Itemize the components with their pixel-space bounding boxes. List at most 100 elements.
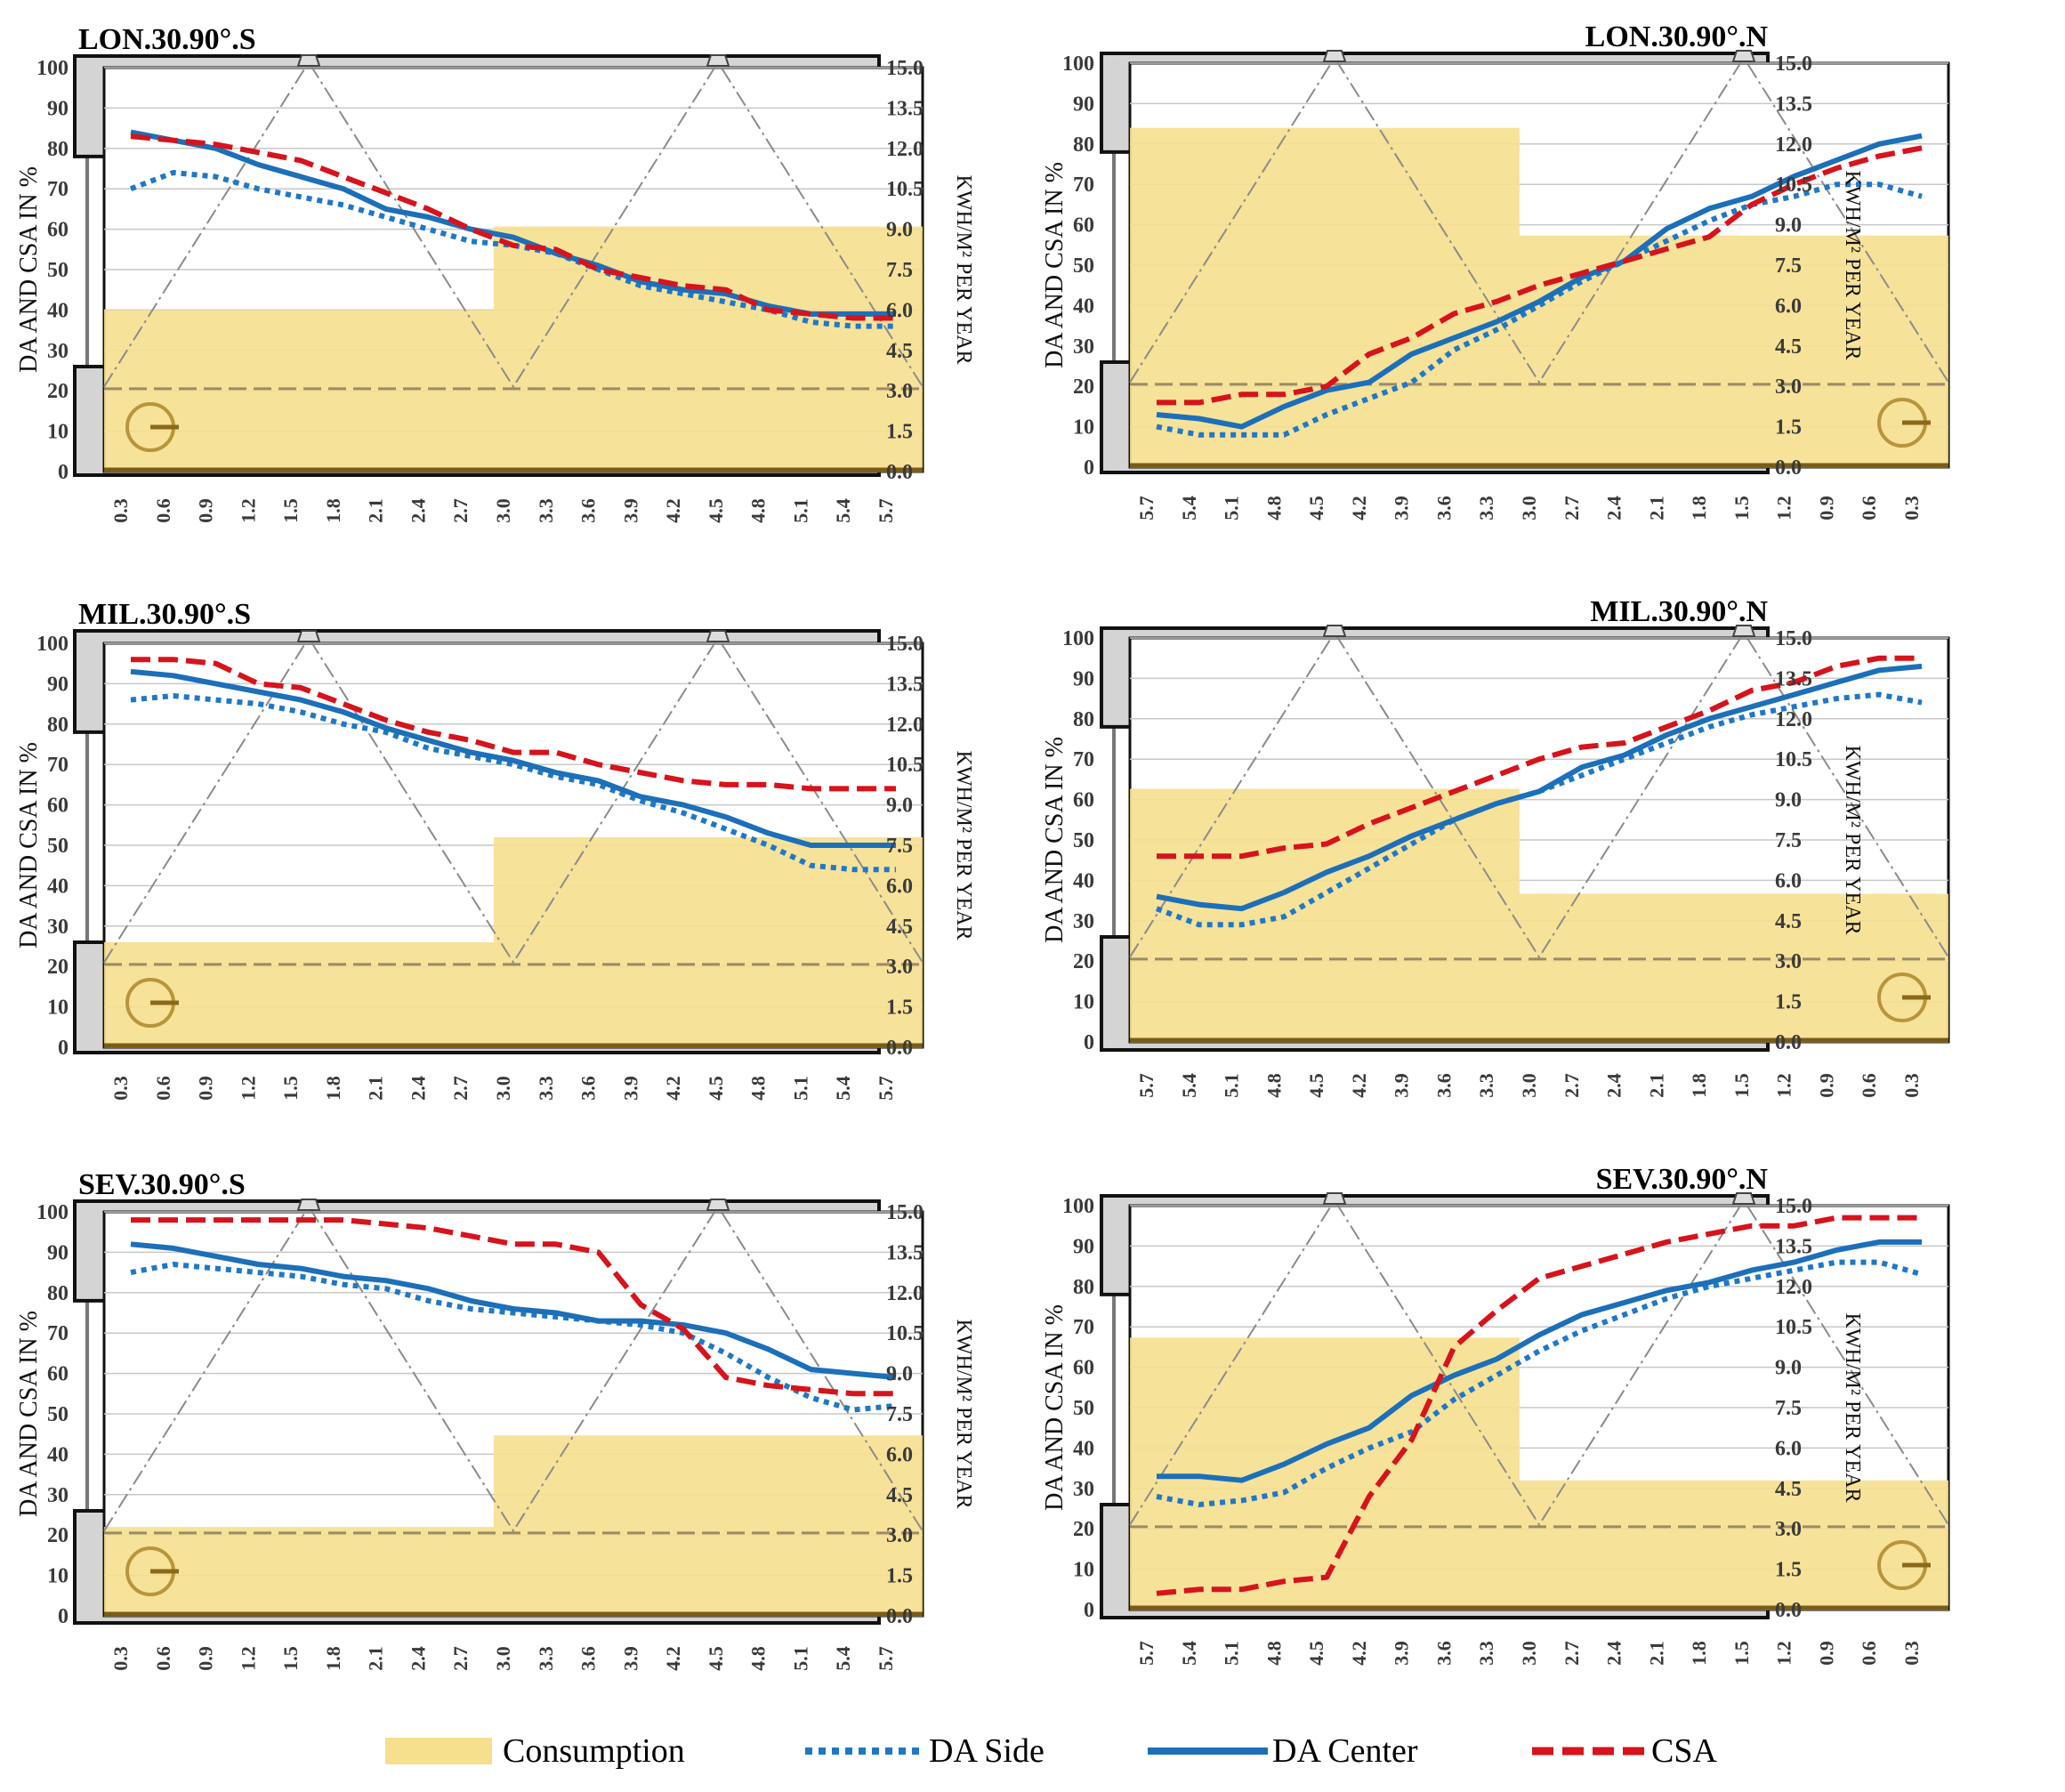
skylight-section-line xyxy=(103,61,924,389)
y2-tick-label: 4.5 xyxy=(1775,910,1802,933)
chart-title: LON.30.90°.S xyxy=(78,23,256,56)
x-tick-label: 3.9 xyxy=(619,1076,641,1101)
y2-tick-label: 13.5 xyxy=(1775,667,1812,690)
consumption-bar xyxy=(1130,788,1520,1042)
y2-tick-label: 15.0 xyxy=(886,57,924,80)
x-tick-label: 5.1 xyxy=(1221,1073,1243,1098)
x-tick-label: 3.6 xyxy=(577,498,600,523)
x-tick-label: 4.2 xyxy=(1348,1641,1370,1666)
x-tick-label: 4.2 xyxy=(1348,496,1370,521)
y2-tick-label: 3.0 xyxy=(1775,375,1802,399)
y2-axis-title: KWH/M² PER YEAR xyxy=(952,175,975,365)
consumption-bar xyxy=(104,941,494,1047)
y-tick-label: 90 xyxy=(1073,1235,1094,1258)
x-tick-label: 3.9 xyxy=(1391,496,1413,521)
x-tick-label: 2.1 xyxy=(365,1646,387,1671)
series-line-da-center xyxy=(1157,1239,1922,1483)
x-tick-label: 4.5 xyxy=(705,1646,727,1671)
y-tick-label: 90 xyxy=(47,1241,69,1264)
y-axis-title: DA AND CSA IN % xyxy=(15,166,43,373)
x-tick-label: 1.2 xyxy=(1773,1641,1795,1666)
y2-tick-label: 4.5 xyxy=(886,916,913,939)
x-tick-label: 0.6 xyxy=(1858,1073,1880,1098)
y2-tick-label: 10.5 xyxy=(886,1322,924,1345)
y2-tick-label: 7.5 xyxy=(1775,254,1802,278)
x-tick-label: 0.3 xyxy=(1900,496,1923,521)
y2-tick-label: 15.0 xyxy=(1775,1195,1812,1218)
y2-tick-label: 1.5 xyxy=(886,421,913,444)
x-tick-label: 5.4 xyxy=(1178,496,1200,521)
y-tick-label: 20 xyxy=(1073,1518,1094,1541)
charts-root: 01020304050607080901000.01.53.04.56.07.5… xyxy=(15,20,1950,1671)
y-tick-label: 80 xyxy=(47,714,69,737)
y2-tick-label: 9.0 xyxy=(886,795,913,818)
series-line-da-center xyxy=(130,1241,897,1381)
y-tick-label: 80 xyxy=(47,1282,69,1305)
x-tick-label: 1.5 xyxy=(279,1076,302,1101)
series-line-da-side xyxy=(1156,182,1923,438)
x-tick-label: 0.9 xyxy=(1815,1073,1837,1098)
y-axis-title: DA AND CSA IN % xyxy=(1041,737,1069,943)
y-tick-label: 20 xyxy=(1073,950,1094,973)
skylight-section-line xyxy=(103,636,924,965)
skylight-icon xyxy=(1322,50,1347,62)
x-tick-label: 1.8 xyxy=(1688,1073,1710,1098)
y-tick-label: 100 xyxy=(36,633,69,656)
y-tick-label: 90 xyxy=(47,97,69,120)
x-tick-label: 2.4 xyxy=(407,1076,429,1101)
x-tick-label: 4.8 xyxy=(1262,1073,1285,1098)
y-tick-label: 70 xyxy=(1073,748,1094,771)
y-tick-label: 60 xyxy=(1073,1357,1094,1380)
legend-da-center-label: DA Center xyxy=(1272,1732,1418,1770)
legend-da-side-label: DA Side xyxy=(929,1732,1045,1770)
y-tick-label: 90 xyxy=(47,673,69,696)
y2-tick-label: 10.5 xyxy=(1775,748,1812,771)
x-tick-label: 3.6 xyxy=(1432,1641,1455,1666)
chart-title: MIL.30.90°.S xyxy=(78,598,251,631)
y-tick-label: 80 xyxy=(1073,133,1094,157)
y-tick-label: 30 xyxy=(1073,910,1094,933)
x-tick-label: 4.8 xyxy=(747,1076,770,1101)
y-axis-title: DA AND CSA IN % xyxy=(1041,162,1069,368)
x-tick-label: 4.8 xyxy=(747,498,770,523)
y-tick-label: 20 xyxy=(1073,375,1094,399)
y2-tick-label: 3.0 xyxy=(1775,950,1802,973)
x-tick-label: 1.5 xyxy=(1730,1641,1753,1666)
y2-tick-label: 7.5 xyxy=(1775,1397,1802,1420)
y-tick-label: 60 xyxy=(47,795,69,818)
skylight-icon xyxy=(296,54,321,67)
y2-tick-label: 0.0 xyxy=(1775,1031,1802,1054)
x-tick-label: 3.9 xyxy=(1391,1073,1413,1098)
consumption-bar xyxy=(1519,1480,1948,1610)
y2-tick-label: 6.0 xyxy=(1775,295,1802,318)
x-tick-label: 3.3 xyxy=(535,1076,557,1101)
y-tick-label: 10 xyxy=(1073,1559,1094,1582)
chart-panel-5: 0 10 20 30 40 50 60 70 80 90 100 0.0 1.5 3.0 4.5 6.0 7.5… xyxy=(15,1168,975,1671)
x-tick-label: 2.7 xyxy=(1561,1641,1583,1666)
x-tick-label: 3.3 xyxy=(1475,496,1497,521)
skylight-section-line xyxy=(103,1205,924,1533)
y2-tick-label: 3.0 xyxy=(886,380,913,403)
skylight-icon xyxy=(1731,50,1756,62)
y-tick-label: 30 xyxy=(47,916,69,939)
y-tick-label: 80 xyxy=(1073,708,1094,731)
y-tick-label: 40 xyxy=(47,1443,69,1466)
x-tick-label: 0.3 xyxy=(109,1076,132,1101)
y2-tick-label: 13.5 xyxy=(886,673,924,696)
x-tick-label: 5.1 xyxy=(789,1076,811,1101)
x-tick-label: 3.0 xyxy=(1518,1641,1540,1666)
x-tick-label: 4.5 xyxy=(705,1076,727,1101)
x-tick-label: 0.6 xyxy=(152,1076,174,1101)
x-tick-label: 1.2 xyxy=(237,1646,259,1671)
y-tick-label: 40 xyxy=(1073,295,1094,318)
y-tick-label: 10 xyxy=(47,1565,69,1588)
x-tick-label: 0.9 xyxy=(1815,1641,1837,1666)
x-tick-label: 0.3 xyxy=(109,1646,132,1671)
skylight-icon xyxy=(296,630,321,642)
series-line-csa xyxy=(1157,655,1922,860)
consumption-bar xyxy=(1130,127,1520,467)
y-tick-label: 20 xyxy=(47,380,69,403)
x-tick-label: 3.0 xyxy=(492,498,514,523)
x-tick-label: 2.1 xyxy=(365,1076,387,1101)
x-tick-label: 0.3 xyxy=(1900,1073,1923,1098)
